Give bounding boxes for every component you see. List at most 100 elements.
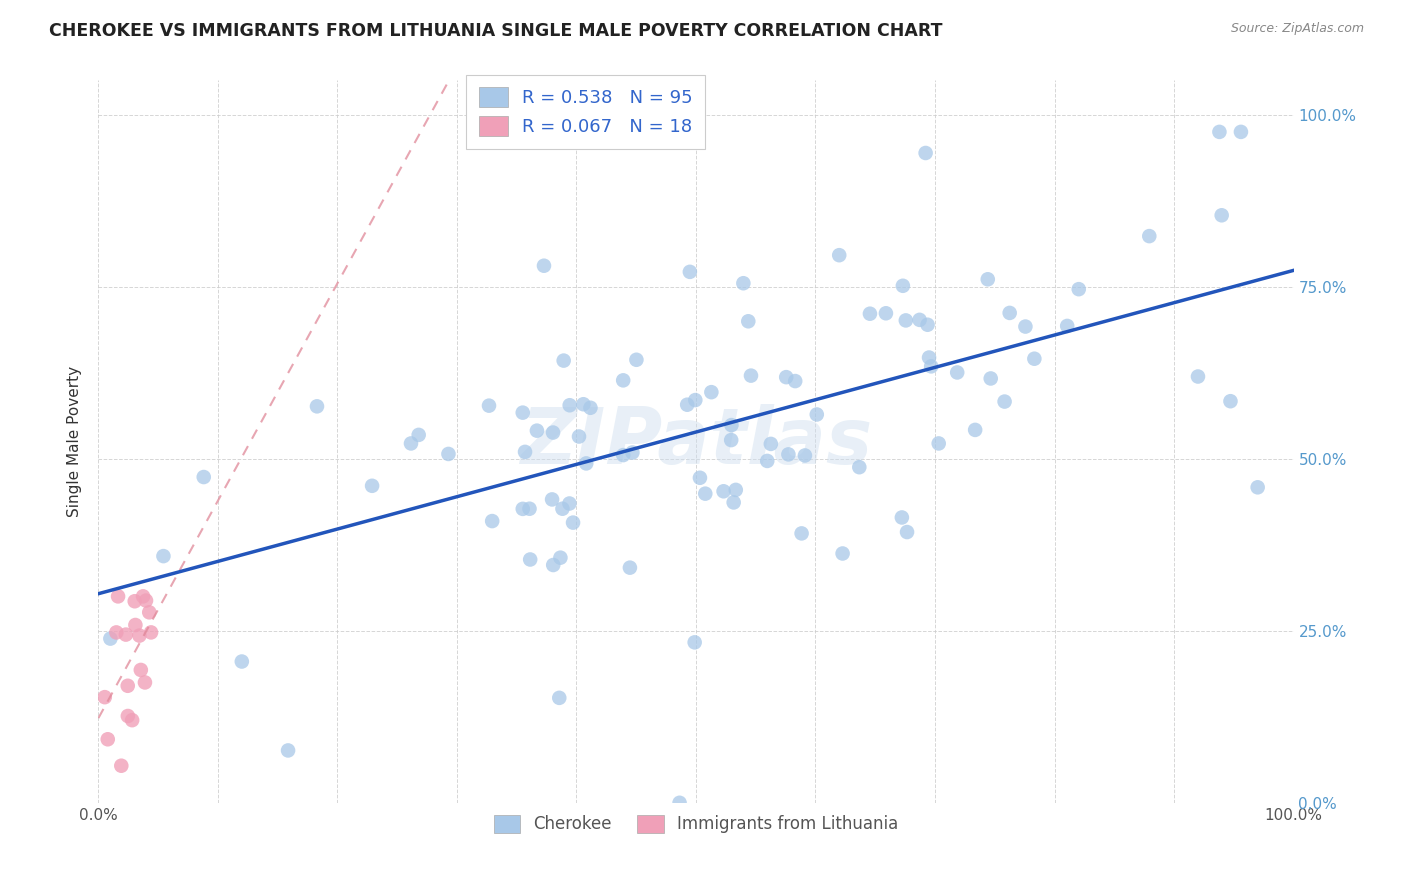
Text: CHEROKEE VS IMMIGRANTS FROM LITHUANIA SINGLE MALE POVERTY CORRELATION CHART: CHEROKEE VS IMMIGRANTS FROM LITHUANIA SI… bbox=[49, 22, 942, 40]
Point bbox=[512, 406, 534, 420]
Point bbox=[562, 516, 585, 530]
Point bbox=[733, 277, 755, 291]
Point bbox=[124, 618, 146, 632]
Point bbox=[685, 393, 707, 408]
Point bbox=[551, 501, 574, 516]
Point bbox=[928, 436, 950, 450]
Point bbox=[612, 373, 634, 387]
Point bbox=[891, 278, 914, 293]
Point bbox=[946, 366, 969, 380]
Point bbox=[890, 510, 912, 524]
Point bbox=[94, 690, 117, 705]
Point bbox=[713, 484, 735, 499]
Point bbox=[575, 457, 598, 471]
Point bbox=[619, 560, 641, 574]
Point bbox=[305, 400, 328, 414]
Point bbox=[1247, 480, 1270, 494]
Point bbox=[98, 632, 122, 646]
Point bbox=[917, 318, 939, 332]
Point bbox=[553, 353, 575, 368]
Point bbox=[794, 449, 817, 463]
Point bbox=[759, 437, 782, 451]
Point bbox=[598, 108, 620, 122]
Point bbox=[848, 460, 870, 475]
Point bbox=[720, 418, 742, 433]
Point bbox=[558, 398, 581, 412]
Point bbox=[859, 307, 882, 321]
Point bbox=[756, 454, 779, 468]
Point bbox=[723, 495, 745, 509]
Point bbox=[1219, 394, 1241, 409]
Point bbox=[1137, 229, 1160, 244]
Point bbox=[519, 552, 541, 566]
Point bbox=[117, 679, 139, 693]
Point bbox=[920, 359, 942, 374]
Point bbox=[724, 483, 747, 497]
Legend: Cherokee, Immigrants from Lithuania: Cherokee, Immigrants from Lithuania bbox=[482, 803, 910, 845]
Point bbox=[778, 447, 800, 461]
Point bbox=[785, 374, 807, 388]
Point bbox=[977, 272, 1000, 286]
Point bbox=[1208, 125, 1230, 139]
Point bbox=[831, 547, 853, 561]
Point bbox=[1230, 125, 1253, 139]
Point bbox=[134, 675, 156, 690]
Point bbox=[790, 526, 813, 541]
Text: Source: ZipAtlas.com: Source: ZipAtlas.com bbox=[1230, 22, 1364, 36]
Point bbox=[519, 501, 541, 516]
Point bbox=[399, 436, 422, 450]
Point bbox=[1067, 282, 1090, 296]
Point bbox=[980, 371, 1002, 385]
Point bbox=[548, 690, 571, 705]
Point bbox=[737, 314, 759, 328]
Point bbox=[1211, 208, 1233, 222]
Point bbox=[533, 259, 555, 273]
Point bbox=[117, 709, 139, 723]
Point bbox=[526, 424, 548, 438]
Point bbox=[541, 492, 564, 507]
Point bbox=[568, 429, 591, 443]
Point bbox=[121, 713, 143, 727]
Point bbox=[478, 399, 501, 413]
Point bbox=[720, 433, 742, 447]
Point bbox=[1014, 319, 1036, 334]
Y-axis label: Single Male Poverty: Single Male Poverty bbox=[67, 366, 83, 517]
Point bbox=[806, 408, 828, 422]
Point bbox=[139, 625, 162, 640]
Point bbox=[124, 594, 146, 608]
Point bbox=[361, 479, 384, 493]
Point bbox=[668, 796, 690, 810]
Point bbox=[481, 514, 503, 528]
Point bbox=[107, 590, 129, 604]
Point bbox=[918, 351, 941, 365]
Point bbox=[541, 558, 564, 572]
Point bbox=[408, 428, 430, 442]
Point bbox=[277, 743, 299, 757]
Point bbox=[621, 445, 644, 459]
Point bbox=[231, 655, 253, 669]
Point bbox=[683, 635, 706, 649]
Point bbox=[193, 470, 215, 484]
Point bbox=[97, 732, 120, 747]
Point bbox=[994, 394, 1017, 409]
Point bbox=[695, 486, 717, 500]
Point bbox=[875, 306, 897, 320]
Point bbox=[1056, 318, 1078, 333]
Point bbox=[894, 313, 917, 327]
Point bbox=[689, 471, 711, 485]
Point bbox=[1024, 351, 1046, 366]
Point bbox=[740, 368, 762, 383]
Point bbox=[105, 625, 128, 640]
Point bbox=[132, 590, 155, 604]
Point bbox=[914, 146, 936, 161]
Point bbox=[626, 352, 648, 367]
Point bbox=[437, 447, 460, 461]
Point bbox=[676, 398, 699, 412]
Point bbox=[700, 385, 723, 400]
Point bbox=[513, 445, 536, 459]
Point bbox=[558, 496, 581, 510]
Point bbox=[541, 425, 564, 440]
Point bbox=[775, 370, 797, 384]
Point bbox=[138, 605, 160, 619]
Point bbox=[115, 627, 138, 641]
